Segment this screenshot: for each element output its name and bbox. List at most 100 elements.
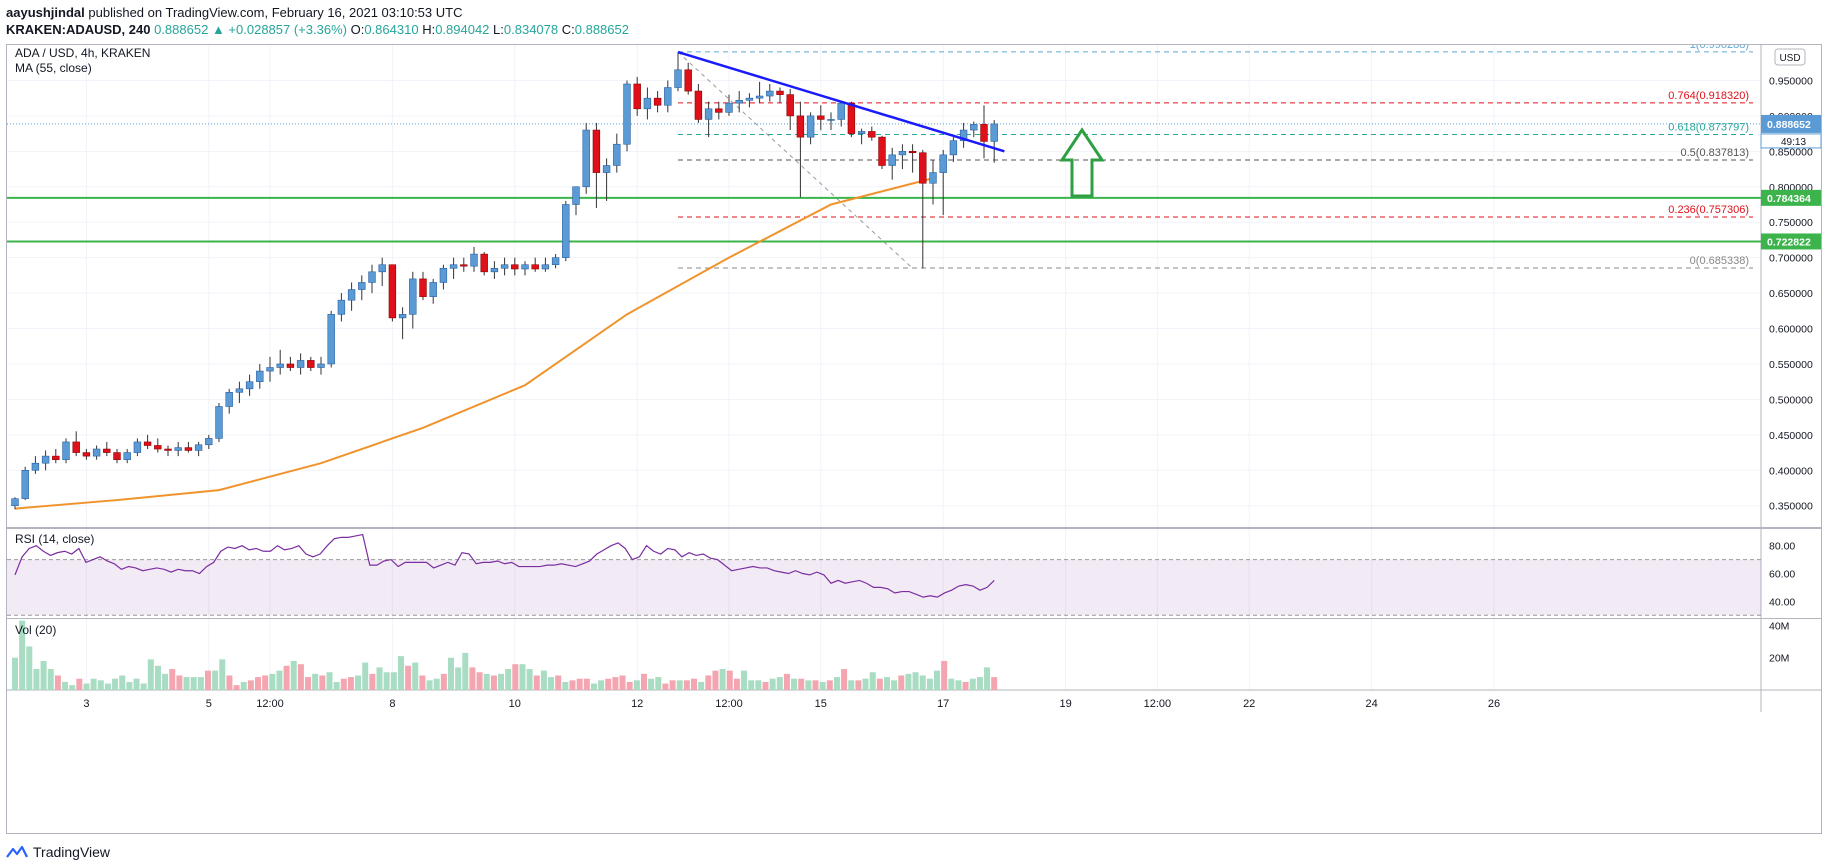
candle-body [837,102,845,120]
volume-bar [583,678,590,690]
volume-bar [119,675,126,690]
volume-bar [976,677,983,690]
candle-body [490,267,499,273]
candle-body [266,367,274,372]
volume-bar [576,678,583,690]
candle-body [674,69,682,88]
volume-bar [833,677,840,690]
volume-bar [326,672,333,690]
candle-body [602,165,611,173]
candle-body [92,448,101,457]
volume-bar [883,677,890,690]
volume-bar [183,677,190,690]
candle-body [817,115,825,120]
volume-bar [505,669,512,690]
candle-body [11,498,19,507]
candle-body [154,445,162,450]
candle-body [725,102,733,113]
y-tick-label: 0.350000 [1769,501,1813,513]
support-price-label: 0.722822 [1767,236,1811,248]
volume-bar [812,680,819,690]
chart-frame[interactable]: 0.350000 0.400000 0.450000 0.500000 0.550000… [6,44,1822,834]
candle-body [419,278,427,297]
volume-bar [319,675,326,690]
volume-bar [112,678,119,690]
volume-bar [197,677,204,690]
volume-bar [819,681,826,690]
volume-bar [926,678,933,690]
author-name[interactable]: aayushjindal [6,5,85,20]
volume-bar [698,681,705,690]
volume-bar [219,659,226,690]
candle-body [949,140,958,156]
last-price: 0.888652 [154,22,209,37]
candle-body [745,97,754,101]
candle-body [959,129,968,141]
candle-body [868,131,876,138]
candle-body [358,282,366,290]
bearish-trendline [677,50,1005,153]
candle-body [103,448,111,453]
rsi-tick-label: 80.00 [1769,541,1795,553]
candle-body [184,447,193,451]
publish-info: published on TradingView.com, February 1… [88,5,463,20]
volume-bar [455,667,462,690]
y-tick-label: 0.550000 [1769,359,1813,371]
volume-legend: Vol (20) [15,623,56,637]
candle-body [827,119,835,121]
volume-bar [90,678,97,690]
x-tick-label: 22 [1243,698,1255,710]
chart-legend-pair: ADA / USD, 4h, KRAKEN [15,46,150,60]
volume-bar [876,678,883,690]
volume-bar [712,670,719,690]
candle-body [225,392,233,407]
candle-body [143,441,152,446]
candle-body [755,95,764,99]
countdown-label: 49:13 [1781,137,1806,148]
candle-body [898,151,907,156]
x-tick-label: 12:00 [715,698,743,710]
fib-diagonal-line [677,51,913,269]
candle-body [245,381,254,390]
volume-bar [691,678,698,690]
volume-bar [905,673,912,690]
volume-bar [619,675,626,690]
footer-brand[interactable]: TradingView [6,842,110,862]
volume-bar [305,677,312,690]
candle-body [164,448,172,451]
candle-body [786,94,794,117]
candle-body [21,469,29,499]
volume-bar [540,670,547,690]
volume-bar [548,677,555,690]
currency-button[interactable] [1774,48,1806,66]
volume-bar [526,669,533,690]
candle-body [684,69,692,92]
fib-level-label: 0.236(0.757306) [1668,204,1749,216]
candle-body [531,264,539,270]
volume-bar [683,680,690,690]
volume-bar [83,683,90,690]
chart-legend-ma: MA (55, close) [15,61,92,75]
candle-body [337,299,346,315]
volume-bar [726,670,733,690]
volume-bar [569,680,576,690]
low-value: 0.834078 [503,22,559,37]
volume-bar [662,683,669,690]
volume-bar [755,680,762,690]
volume-bar [412,662,419,690]
chart-canvas[interactable]: 0.350000 0.400000 0.450000 0.500000 0.550000… [7,45,1821,833]
volume-bar [269,673,276,690]
candle-body [72,441,80,453]
candle-body [317,363,325,368]
x-tick-label: 19 [1059,698,1071,710]
candle-body [368,271,376,283]
candle-body [388,264,397,319]
candle-body [919,152,927,184]
candle-body [215,406,223,439]
close-label: C: [561,22,575,37]
volume-bar [397,656,404,690]
x-tick-label: 5 [206,698,212,710]
volume-bar [762,681,769,690]
support-price-tag [1761,233,1821,250]
candle-body [449,264,458,269]
